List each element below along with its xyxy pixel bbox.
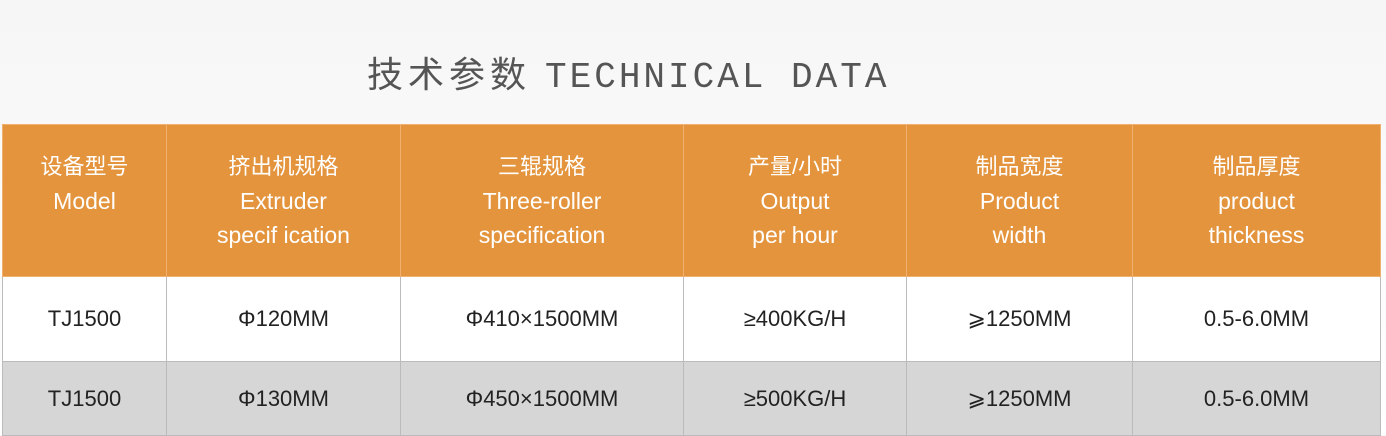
header-en: Product — [979, 187, 1060, 214]
cell-model: TJ1500 — [2, 361, 167, 436]
table-row: TJ1500 Φ130MM Φ450×1500MM ≥500KG/H ⩾1250… — [2, 361, 1381, 436]
header-en: Extruder — [240, 187, 327, 214]
header-model: 设备型号 Model — [2, 124, 167, 277]
header-en: specif ication — [217, 221, 350, 248]
header-thickness: 制品厚度 product thickness — [1132, 124, 1381, 277]
header-en: specification — [478, 221, 606, 248]
cell-width: ⩾1250MM — [906, 361, 1133, 436]
table-row: TJ1500 Φ120MM Φ410×1500MM ≥400KG/H ⩾1250… — [2, 276, 1381, 362]
header-cn: 三辊规格 — [497, 153, 586, 179]
cell-extruder: Φ130MM — [166, 361, 401, 436]
header-en: per hour — [752, 221, 838, 248]
header-extruder: 挤出机规格 Extruder specif ication — [166, 124, 401, 277]
header-cn: 制品厚度 — [1212, 153, 1301, 179]
header-row: 设备型号 Model 挤出机规格 Extruder specif ication 三辊… — [2, 124, 1381, 277]
cell-three-roller: Φ410×1500MM — [400, 276, 684, 362]
header-en: width — [992, 221, 1047, 248]
header-en: product — [1218, 187, 1295, 214]
cell-thickness: 0.5-6.0MM — [1132, 361, 1381, 436]
technical-data-table: 设备型号 Model 挤出机规格 Extruder specif ication 三辊… — [2, 124, 1381, 436]
title-cn: 技术参数 — [367, 55, 532, 96]
cell-output: ≥400KG/H — [683, 276, 907, 362]
cell-thickness: 0.5-6.0MM — [1132, 276, 1381, 362]
header-cn: 挤出机规格 — [228, 153, 339, 179]
header-width: 制品宽度 Product width — [906, 124, 1133, 277]
cell-width: ⩾1250MM — [906, 276, 1133, 362]
header-en: Three-roller — [482, 187, 602, 214]
header-en: Output — [760, 187, 830, 214]
header-cn: 制品宽度 — [975, 153, 1064, 179]
cell-output: ≥500KG/H — [683, 361, 907, 436]
title-en: TECHNICAL DATA — [545, 57, 890, 98]
cell-three-roller: Φ450×1500MM — [400, 361, 684, 436]
page-title: 技术参数 TECHNICAL DATA — [367, 46, 889, 98]
cell-extruder: Φ120MM — [166, 276, 401, 362]
header-three-roller: 三辊规格 Three-roller specification — [400, 124, 684, 277]
header-en: thickness — [1208, 221, 1305, 248]
header-en: Model — [53, 187, 116, 214]
header-cn: 设备型号 — [40, 153, 129, 179]
cell-model: TJ1500 — [2, 276, 167, 362]
header-output: 产量/小时 Output per hour — [683, 124, 907, 277]
header-cn: 产量/小时 — [747, 153, 843, 179]
